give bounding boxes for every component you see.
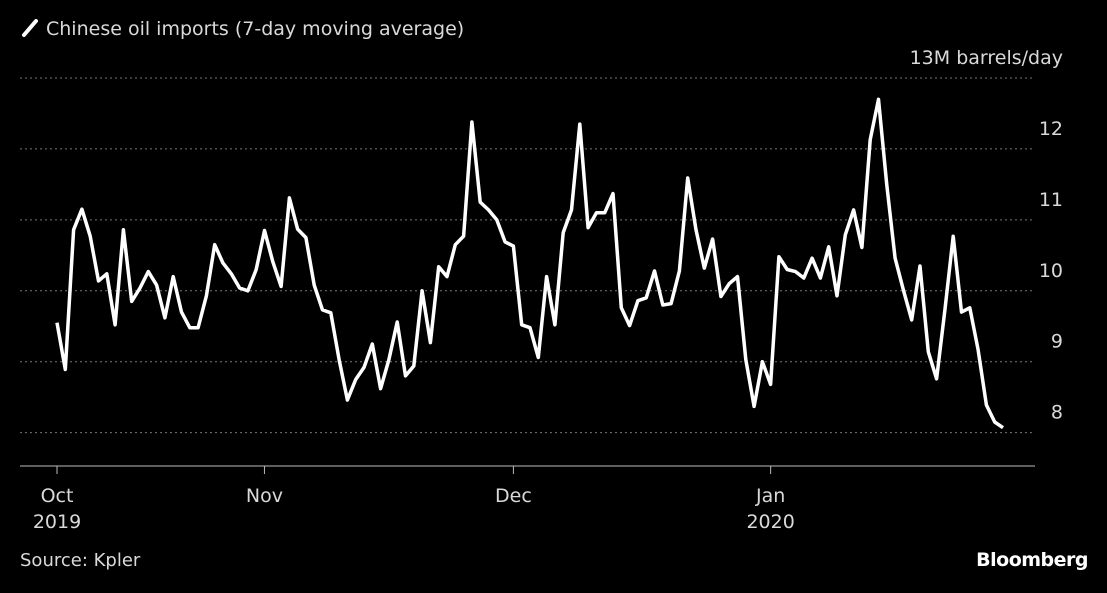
y-tick-label: 11 <box>1039 189 1063 211</box>
source: Source: Kpler <box>20 550 141 571</box>
title-icon <box>22 19 38 37</box>
data-line <box>55 97 1004 430</box>
y-tick-label: 8 <box>1051 402 1063 424</box>
chart-title: Chinese oil imports (7-day moving averag… <box>46 18 464 40</box>
y-tick-label: 13M barrels/day <box>910 47 1063 69</box>
x-tick-label: Jan 2020 <box>746 485 794 533</box>
y-tick-label: 10 <box>1039 260 1063 282</box>
y-tick-label: 12 <box>1039 118 1063 140</box>
x-tick-label: Dec <box>495 485 532 507</box>
y-tick-label: 9 <box>1051 331 1063 353</box>
x-tick-label: Oct 2019 <box>33 485 81 533</box>
x-tick-label: Nov <box>246 485 283 507</box>
brand: Bloomberg <box>976 549 1088 571</box>
